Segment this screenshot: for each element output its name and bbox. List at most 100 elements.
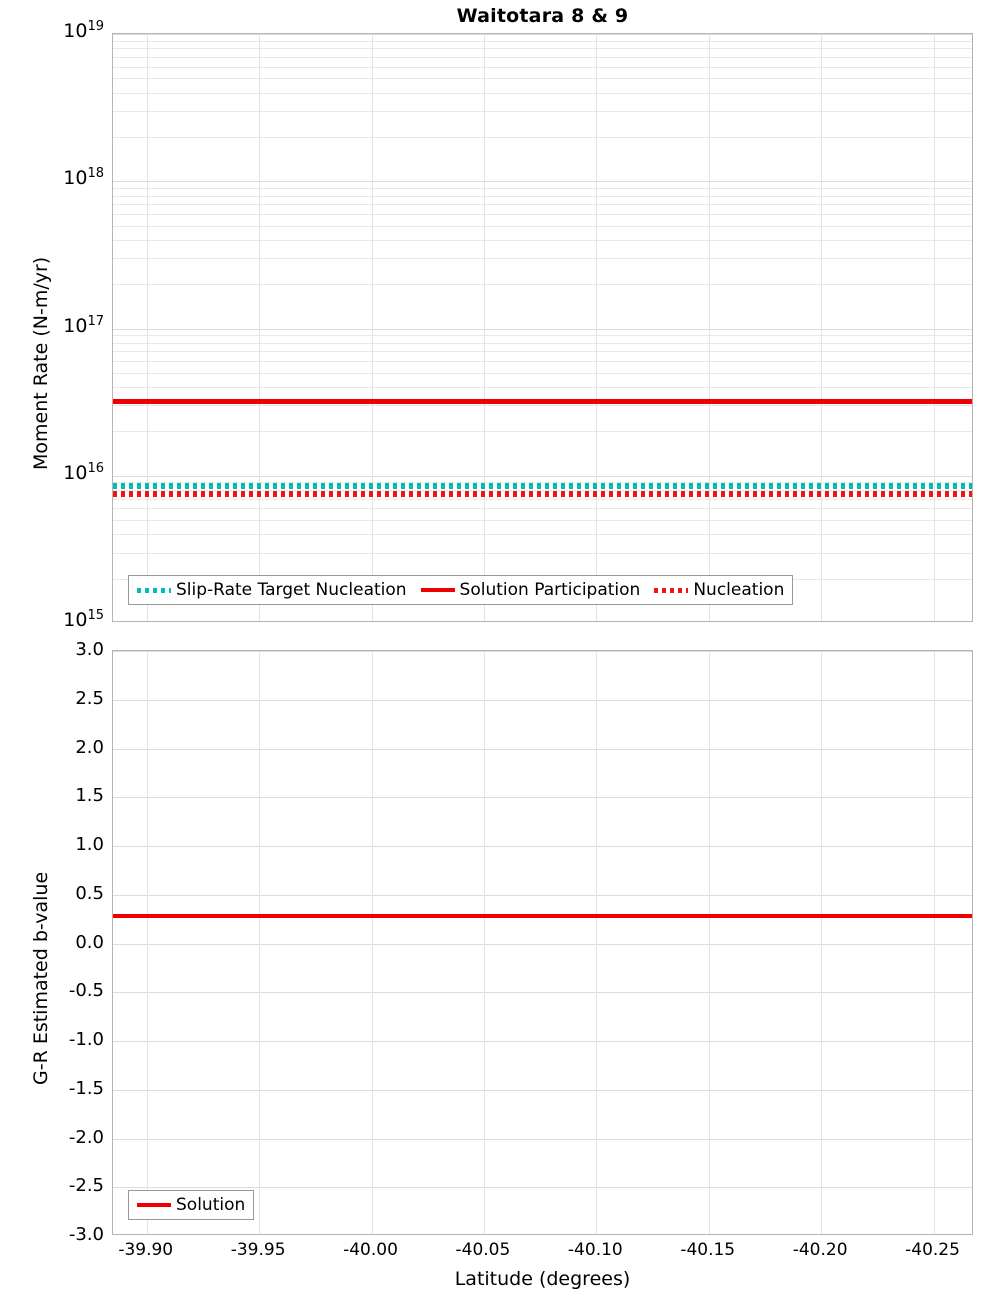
ytick-exponent: 15 bbox=[87, 608, 104, 623]
legend-label: Solution Participation bbox=[459, 580, 641, 600]
xtick-label: -39.90 bbox=[118, 1240, 174, 1260]
moment-rate-series-layer bbox=[113, 34, 972, 621]
gridline-horizontal bbox=[113, 846, 972, 847]
moment-rate-ytick-labels: 1019 1018 1017 1016 1015 bbox=[0, 20, 104, 630]
gridline-horizontal bbox=[113, 482, 972, 484]
gridline-vertical bbox=[821, 651, 823, 1234]
ytick-label: 2.5 bbox=[75, 687, 104, 709]
ytick-mantissa: 10 bbox=[63, 314, 88, 337]
b-value-plot-area bbox=[112, 650, 973, 1235]
b-value-ytick-labels: 3.0 2.5 2.0 1.5 1.0 0.5 0.0 -0.5 -1.0 -1.5 -2.0 -2.… bbox=[0, 641, 104, 1244]
gridline-vertical bbox=[596, 34, 598, 621]
ytick-label: -2.0 bbox=[68, 1126, 104, 1148]
gridline-horizontal bbox=[113, 351, 972, 353]
gridline-horizontal bbox=[113, 508, 972, 510]
ytick-label: -3.0 bbox=[68, 1224, 104, 1245]
xtick-label: -40.05 bbox=[455, 1240, 511, 1260]
gridline-horizontal bbox=[113, 335, 972, 337]
gridline-vertical bbox=[146, 34, 148, 621]
gridline-horizontal bbox=[113, 92, 972, 94]
legend-entry[interactable]: Solution bbox=[137, 1196, 245, 1214]
moment-rate-gridlines bbox=[113, 34, 972, 621]
b-value-gridlines bbox=[113, 651, 972, 1234]
gridline-horizontal bbox=[113, 195, 972, 197]
legend-entry[interactable]: Nucleation bbox=[654, 581, 784, 599]
gridline-vertical bbox=[259, 34, 261, 621]
legend-line-sample-icon bbox=[137, 1203, 171, 1207]
gridline-vertical bbox=[146, 651, 148, 1234]
gridline-horizontal bbox=[113, 204, 972, 206]
ytick-exponent: 17 bbox=[87, 313, 104, 329]
ytick-label: 1015 bbox=[63, 608, 104, 631]
gridline-vertical bbox=[708, 651, 710, 1234]
ytick-label: 1.5 bbox=[75, 785, 104, 807]
gridline-horizontal bbox=[113, 34, 972, 35]
xtick-label: -39.95 bbox=[230, 1240, 286, 1260]
ytick-label: 1016 bbox=[63, 460, 104, 484]
moment-rate-plot-area bbox=[112, 33, 973, 622]
legend-label: Solution bbox=[176, 1195, 246, 1215]
b-value-legend: Solution bbox=[128, 1190, 255, 1220]
legend-line-sample-icon bbox=[420, 588, 455, 592]
ytick-label: 1018 bbox=[63, 166, 104, 188]
gridline-horizontal bbox=[113, 1089, 972, 1091]
ytick-mantissa: 10 bbox=[63, 20, 88, 42]
ytick-label: -0.5 bbox=[68, 980, 104, 1002]
gridline-horizontal bbox=[113, 534, 972, 536]
ytick-label: 0.0 bbox=[75, 931, 104, 953]
gridline-horizontal bbox=[113, 520, 972, 522]
legend-line-sample-icon bbox=[654, 587, 689, 593]
gridline-horizontal bbox=[113, 1187, 972, 1189]
series-line-solution bbox=[113, 914, 972, 919]
legend-entry[interactable]: Slip-Rate Target Nucleation bbox=[137, 581, 407, 599]
ytick-mantissa: 10 bbox=[63, 609, 88, 631]
ytick-mantissa: 10 bbox=[63, 461, 88, 484]
ytick-label: 2.0 bbox=[75, 736, 104, 758]
gridline-horizontal bbox=[113, 328, 972, 330]
gridline-horizontal bbox=[113, 498, 972, 500]
legend-label: Nucleation bbox=[693, 580, 785, 600]
gridline-horizontal bbox=[113, 78, 972, 80]
gridline-vertical bbox=[708, 34, 710, 621]
gridline-horizontal bbox=[113, 490, 972, 492]
ytick-label: 1.0 bbox=[75, 834, 104, 855]
gridline-horizontal bbox=[113, 40, 972, 42]
gridline-vertical bbox=[821, 34, 823, 621]
ytick-exponent: 19 bbox=[87, 19, 104, 34]
gridline-vertical bbox=[483, 651, 485, 1234]
series-line-slip-rate-target-nucleation bbox=[113, 483, 972, 490]
gridline-horizontal bbox=[113, 405, 972, 407]
xtick-label: -40.25 bbox=[905, 1240, 960, 1260]
xtick-label: -40.20 bbox=[792, 1240, 848, 1260]
ytick-label: -2.5 bbox=[68, 1175, 104, 1197]
gridline-vertical bbox=[933, 651, 935, 1234]
moment-rate-legend: Slip-Rate Target Nucleation Solution Part… bbox=[128, 575, 794, 605]
gridline-horizontal bbox=[113, 552, 972, 554]
gridline-vertical bbox=[596, 651, 598, 1234]
ytick-exponent: 18 bbox=[87, 166, 104, 182]
b-value-series-layer bbox=[113, 651, 972, 1234]
gridline-horizontal bbox=[113, 361, 972, 363]
gridline-horizontal bbox=[113, 181, 972, 183]
gridline-horizontal bbox=[113, 797, 972, 799]
ytick-label: -1.0 bbox=[68, 1029, 104, 1050]
gridline-vertical bbox=[933, 34, 935, 621]
gridline-horizontal bbox=[113, 992, 972, 994]
gridline-horizontal bbox=[113, 187, 972, 189]
gridline-vertical bbox=[371, 34, 373, 621]
legend-entry[interactable]: Solution Participation bbox=[420, 580, 641, 600]
gridline-horizontal bbox=[113, 258, 972, 260]
gridline-vertical bbox=[483, 34, 485, 621]
gridline-horizontal bbox=[113, 1041, 972, 1042]
xtick-label: -40.10 bbox=[567, 1240, 623, 1260]
ytick-label: 1019 bbox=[63, 19, 104, 42]
gridline-horizontal bbox=[113, 943, 972, 945]
ytick-exponent: 16 bbox=[87, 460, 104, 476]
series-line-solution-participation bbox=[113, 398, 972, 404]
gridline-horizontal bbox=[113, 48, 972, 50]
series-line-nucleation bbox=[113, 491, 972, 498]
gridline-horizontal bbox=[113, 56, 972, 58]
gridline-horizontal bbox=[113, 1138, 972, 1140]
moment-rate-axis-label: Moment Rate (N-m/yr) bbox=[30, 256, 52, 470]
